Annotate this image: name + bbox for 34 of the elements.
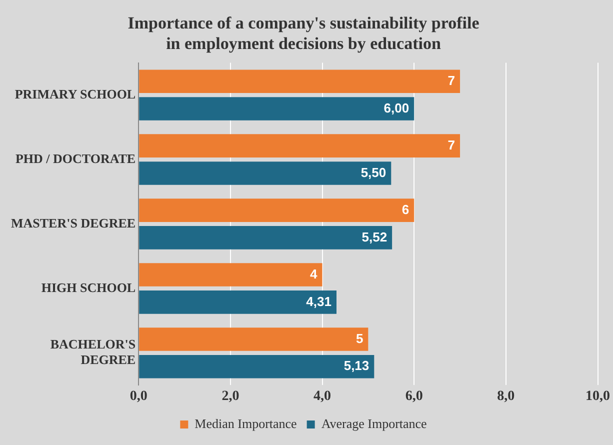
y-tick-label: MASTER'S DEGREE — [10, 215, 136, 230]
data-label: 5,13 — [344, 358, 370, 374]
bar — [139, 162, 392, 185]
bar — [139, 70, 460, 93]
bar — [139, 328, 368, 351]
x-tick-label: 0,0 — [130, 389, 148, 404]
data-label: 7 — [448, 137, 456, 152]
data-label: 5,52 — [362, 229, 388, 244]
x-tick-label: 2,0 — [222, 389, 240, 404]
bar — [139, 134, 460, 158]
x-tick-label: 6,0 — [405, 389, 423, 404]
y-tick-label: BACHELOR'S DEGREE — [50, 336, 136, 368]
chart-title: Importance of a company's sustainability profile in employment decisions by education — [128, 14, 480, 53]
data-label: 6,00 — [384, 100, 410, 116]
data-label: 4 — [310, 266, 318, 282]
y-tick-label: PRIMARY SCHOOL — [14, 86, 136, 102]
x-tick-label: 10,0 — [586, 389, 610, 404]
data-label: 6 — [402, 202, 410, 217]
x-tick-label: 8,0 — [497, 389, 515, 404]
data-label: 4,31 — [306, 294, 332, 309]
data-label: 5,50 — [360, 164, 386, 180]
bar — [139, 97, 414, 120]
bar — [139, 355, 374, 378]
bar — [139, 263, 322, 286]
bar — [139, 198, 414, 222]
x-tick-label: 4,0 — [314, 389, 332, 404]
legend-label: Median Importance — [194, 416, 298, 431]
y-tick-label: PHD / DOCTORATE — [15, 150, 136, 166]
bar — [139, 290, 336, 314]
data-label: 5 — [356, 330, 364, 346]
data-label: 7 — [448, 72, 456, 88]
y-tick-label: HIGH SCHOOL — [41, 280, 136, 295]
legend-label: Average Importance — [321, 416, 428, 431]
bar — [139, 226, 392, 250]
